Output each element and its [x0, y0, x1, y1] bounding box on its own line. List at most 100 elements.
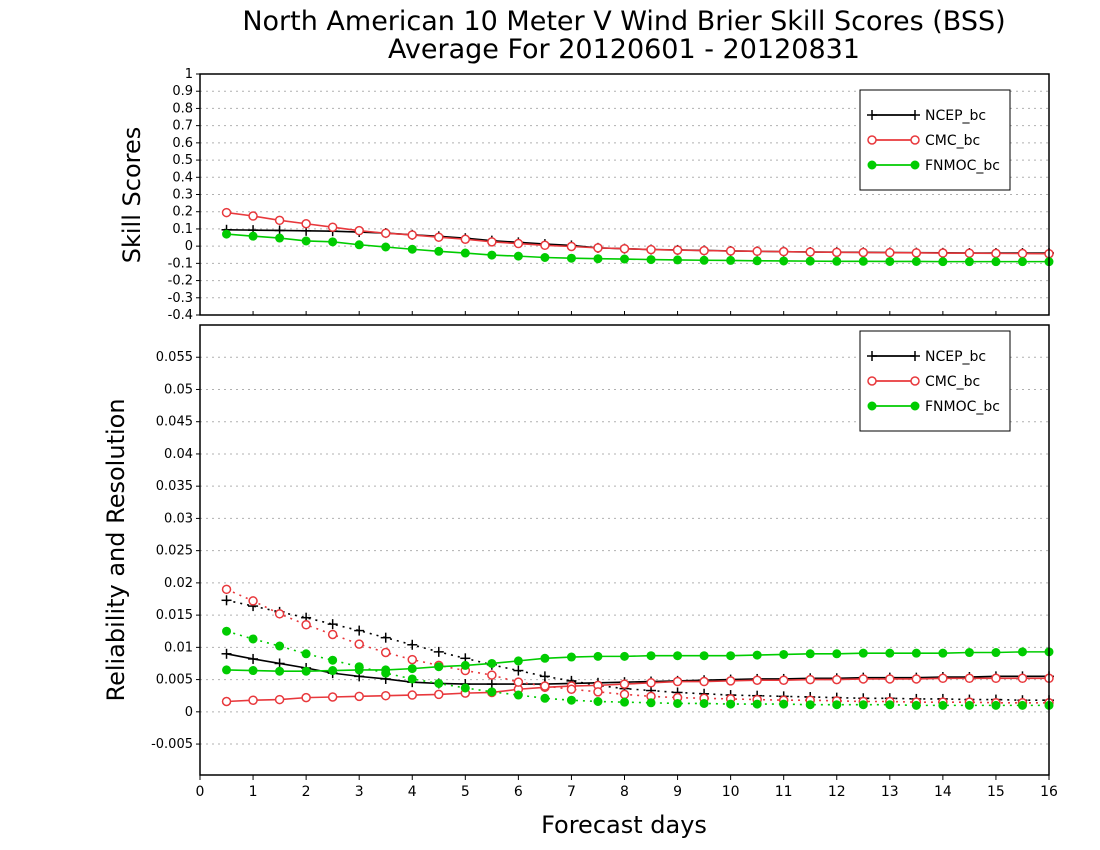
data-point — [301, 236, 311, 246]
bottom-plot-frame — [199, 324, 1050, 776]
data-point — [620, 254, 629, 264]
data-point — [699, 676, 709, 687]
data-point — [726, 699, 736, 709]
data-point — [858, 648, 868, 658]
bottom-y-tick-label: 0.04 — [164, 447, 193, 462]
data-point — [964, 648, 974, 658]
data-point — [646, 244, 656, 255]
data-point — [487, 250, 497, 260]
skill-score-panel: -0.4 -0.3 -0.2 -0.1 0 0.1 0.2 0.3 0.4 0.5 0.6 0.7 0.… — [168, 67, 1054, 323]
data-point — [301, 219, 311, 229]
data-point — [911, 674, 922, 684]
legend-label-ncep_bc: NCEP_bc — [925, 108, 986, 124]
chart-title-line-2: Average For 20120601 - 20120831 — [388, 34, 860, 65]
data-point — [248, 634, 258, 644]
top-y-tick-label: 0.3 — [172, 188, 193, 203]
x-tick-label: 13 — [881, 784, 899, 800]
legend-marker-cmc_bc — [910, 135, 920, 145]
data-point — [620, 651, 629, 661]
top-y-tick-label: 0.1 — [172, 222, 193, 237]
data-point — [779, 256, 789, 266]
bottom-series-cmc-bc-dotted-markers — [221, 584, 1054, 708]
data-point — [327, 692, 338, 702]
data-point — [726, 255, 736, 265]
legend-marker-ncep_bc — [910, 351, 920, 361]
data-point — [222, 626, 232, 636]
data-point — [646, 255, 656, 265]
x-tick-label: 2 — [302, 784, 311, 800]
bottom-y-tick-label: 0.02 — [164, 576, 193, 591]
data-point — [407, 674, 417, 684]
bottom-y-tick-label: 0.05 — [164, 382, 193, 397]
data-point — [593, 697, 603, 707]
data-point — [593, 651, 603, 661]
data-point — [407, 654, 417, 665]
top-series-fnmoc-bc-solid-line — [226, 233, 1049, 263]
data-point — [779, 649, 789, 659]
data-point — [885, 247, 895, 258]
bottom-y-tick-label: 0.01 — [164, 640, 193, 655]
data-point — [328, 237, 338, 247]
legend-marker-fnmoc_bc — [867, 160, 877, 170]
bottom-y-tick-label: 0.03 — [164, 511, 193, 526]
data-point — [380, 690, 391, 701]
data-point — [327, 619, 338, 630]
x-tick-label: 15 — [987, 784, 1005, 800]
data-point — [619, 679, 630, 689]
data-point — [540, 693, 550, 703]
data-point — [938, 700, 948, 710]
data-point — [566, 695, 576, 705]
data-point — [991, 257, 1001, 267]
legend-marker-cmc_bc — [867, 135, 877, 145]
bottom-y-tick-label: -0.005 — [151, 737, 193, 752]
data-point — [885, 256, 895, 266]
legend-label-fnmoc_bc: FNMOC_bc — [925, 158, 1000, 174]
data-point — [858, 700, 868, 710]
data-point — [513, 251, 523, 261]
data-point — [274, 609, 285, 619]
bottom-series-fnmoc-bc-solid-line — [226, 651, 1049, 673]
legend-marker-ncep_bc — [910, 110, 920, 120]
data-point — [991, 248, 1001, 259]
data-point — [752, 699, 762, 709]
data-point — [460, 660, 470, 670]
bottom-series-cmc-bc-dotted-line — [226, 588, 1049, 704]
data-point — [434, 678, 444, 688]
data-point — [540, 681, 550, 691]
data-point — [646, 651, 656, 661]
bottom-y-tick-label: 0.045 — [156, 415, 193, 430]
x-tick-label: 4 — [408, 784, 417, 800]
data-point — [832, 247, 842, 258]
data-point — [221, 584, 232, 595]
data-point — [858, 256, 868, 266]
data-point — [1017, 673, 1028, 684]
data-point — [248, 666, 258, 676]
x-tick-label: 14 — [934, 784, 952, 800]
data-point — [991, 673, 1001, 684]
bottom-legend: NCEP_bc CMC_bc FNMOC_bc — [859, 330, 1011, 432]
data-point — [380, 647, 391, 658]
data-point — [354, 225, 364, 236]
data-point — [381, 242, 391, 252]
data-point — [513, 677, 524, 687]
data-point — [354, 240, 364, 250]
top-y-tick-label: 0 — [185, 239, 193, 254]
top-y-tick-label: 0.9 — [172, 84, 193, 99]
data-point — [275, 233, 285, 243]
data-point — [911, 248, 922, 258]
data-point — [248, 231, 258, 241]
data-point — [540, 240, 550, 251]
data-point — [752, 256, 762, 266]
bottom-y-tick-label: 0.005 — [156, 673, 193, 688]
data-point — [301, 692, 311, 703]
data-point — [885, 700, 895, 710]
data-point — [328, 655, 338, 665]
data-point — [327, 222, 338, 232]
top-y-tick-label: 0.8 — [172, 101, 193, 116]
data-point — [699, 698, 709, 708]
data-point — [1017, 647, 1027, 657]
data-point — [434, 662, 444, 672]
data-point — [487, 670, 497, 680]
data-point — [275, 641, 285, 651]
